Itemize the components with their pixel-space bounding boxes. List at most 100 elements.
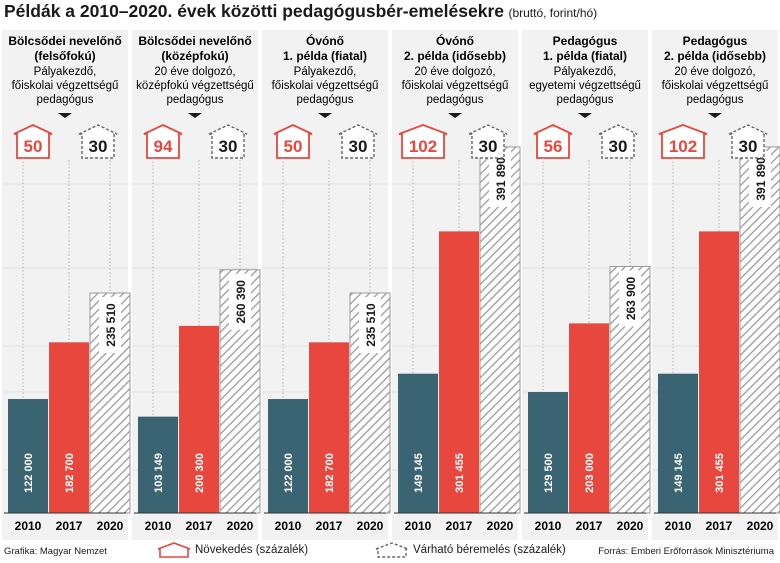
legend-raise: Várható béremelés (százalék) bbox=[375, 542, 566, 558]
value-label-2020: 260 390 bbox=[234, 280, 248, 324]
panel-desc-line-2: főiskolai végzettségű bbox=[12, 80, 119, 92]
growth-house-badge bbox=[143, 124, 183, 159]
growth-percent-value: 102 bbox=[409, 137, 437, 156]
value-label-2017: 301 455 bbox=[714, 453, 726, 493]
panel-desc-line-3: pedagógus bbox=[167, 94, 224, 106]
year-label-2010: 2010 bbox=[405, 519, 432, 533]
year-label-2010: 2010 bbox=[275, 519, 302, 533]
panel-title-line-2: (felsőfokú) bbox=[34, 49, 95, 63]
footer: Grafika: Magyar Nemzet Növekedés (százal… bbox=[0, 540, 780, 562]
year-label-2017: 2017 bbox=[446, 519, 473, 533]
raise-house-badge bbox=[338, 124, 378, 159]
bar-2010 bbox=[8, 399, 48, 513]
year-label-2017: 2017 bbox=[576, 519, 603, 533]
house-outline-dashed-icon bbox=[375, 542, 409, 558]
pointer-triangle-icon bbox=[448, 113, 462, 118]
growth-house-badge bbox=[13, 124, 53, 159]
house-outline-red-icon bbox=[157, 542, 191, 558]
bar-2010 bbox=[398, 373, 438, 513]
chart-title-block: Példák a 2010–2020. évek közötti pedagóg… bbox=[4, 1, 597, 22]
bar-2010 bbox=[528, 392, 568, 513]
value-label-2010: 149 145 bbox=[413, 453, 425, 493]
value-label-2010: 103 149 bbox=[153, 453, 165, 493]
value-label-2017: 182 700 bbox=[324, 453, 336, 493]
value-label-2020: 391 890 bbox=[754, 157, 768, 201]
raise-percent-value: 30 bbox=[89, 137, 108, 156]
raise-percent-value: 30 bbox=[739, 137, 758, 156]
year-label-2020: 2020 bbox=[97, 519, 124, 533]
bar-2017 bbox=[309, 342, 349, 513]
bar-2020 bbox=[739, 146, 780, 514]
panel-title-line-2: 1. példa (fiatal) bbox=[283, 49, 367, 63]
year-label-2017: 2017 bbox=[56, 519, 83, 533]
growth-percent-value: 102 bbox=[669, 137, 697, 156]
panel-title-line-1: Óvónő bbox=[306, 33, 344, 48]
year-label-2010: 2010 bbox=[535, 519, 562, 533]
value-label-2010: 129 500 bbox=[543, 453, 555, 493]
panel-title-line-2: 2. példa (idősebb) bbox=[664, 49, 766, 63]
bar-2017 bbox=[439, 231, 479, 513]
bar-2017 bbox=[569, 323, 609, 513]
growth-house-badge bbox=[273, 124, 313, 159]
panel-2: Bölcsődei nevelőnő(középfokú) 20 éve dolg… bbox=[132, 30, 261, 540]
panel-title-line-1: Pedagógus bbox=[553, 34, 618, 48]
growth-percent-value: 50 bbox=[284, 137, 303, 156]
bar-2010 bbox=[138, 416, 178, 513]
value-label-2020: 235 510 bbox=[104, 303, 118, 347]
year-label-2020: 2020 bbox=[227, 519, 254, 533]
raise-house-badge bbox=[728, 124, 768, 159]
raise-house-badge bbox=[208, 124, 248, 159]
legend-raise-label: Várható béremelés (százalék) bbox=[413, 544, 566, 556]
bar-2017 bbox=[179, 325, 219, 513]
chart-area: Bölcsődei nevelőnő(felsőfokú)Pályakezdő,… bbox=[2, 30, 780, 540]
growth-percent-value: 50 bbox=[24, 137, 43, 156]
panel-desc-line-1: 20 éve dolgozó, bbox=[674, 66, 755, 78]
panel-desc-line-2: főiskolai végzettségű bbox=[662, 80, 769, 92]
panel-desc-line-1: Pályakezdő, bbox=[34, 66, 97, 78]
value-label-bg bbox=[489, 150, 511, 207]
year-label-2017: 2017 bbox=[186, 519, 213, 533]
legend-growth: Növekedés (százalék) bbox=[157, 542, 308, 558]
year-label-2020: 2020 bbox=[747, 519, 774, 533]
raise-house-badge bbox=[598, 124, 638, 159]
panel-desc-line-1: 20 éve dolgozó, bbox=[154, 66, 235, 78]
panel-desc-line-2: főiskolai végzettségű bbox=[402, 80, 509, 92]
value-label-2017: 200 300 bbox=[194, 453, 206, 493]
pointer-triangle-icon bbox=[578, 113, 592, 118]
growth-house-badge bbox=[398, 124, 448, 159]
year-label-2010: 2010 bbox=[145, 519, 172, 533]
value-label-2010: 122 000 bbox=[283, 453, 295, 493]
value-label-bg bbox=[619, 270, 641, 327]
pointer-triangle-icon bbox=[318, 113, 332, 118]
panel-desc-line-3: pedagógus bbox=[687, 94, 744, 106]
chart-subtitle: (bruttó, forint/hó) bbox=[508, 6, 598, 20]
graphics-credit: Grafika: Magyar Nemzet bbox=[4, 546, 107, 557]
chart-title: Példák a 2010–2020. évek közötti pedagóg… bbox=[4, 1, 504, 21]
raise-percent-value: 30 bbox=[219, 137, 238, 156]
value-label-bg bbox=[359, 297, 381, 353]
raise-percent-value: 30 bbox=[609, 137, 628, 156]
year-label-2020: 2020 bbox=[487, 519, 514, 533]
raise-percent-value: 30 bbox=[479, 137, 498, 156]
value-label-bg bbox=[229, 273, 251, 330]
year-label-2017: 2017 bbox=[706, 519, 733, 533]
bar-2010 bbox=[658, 373, 698, 513]
year-label-2020: 2020 bbox=[617, 519, 644, 533]
panel-title-line-2: (középfokú) bbox=[161, 49, 228, 63]
raise-house-badge bbox=[78, 124, 118, 159]
value-label-bg bbox=[99, 297, 121, 353]
panel-1: Bölcsődei nevelőnő(felsőfokú) Pályakezdő,… bbox=[2, 30, 131, 540]
panel-title-line-1: Bölcsődei nevelőnő bbox=[138, 34, 251, 48]
value-label-2017: 182 700 bbox=[64, 453, 76, 493]
year-label-2017: 2017 bbox=[316, 519, 343, 533]
panel-desc-line-3: pedagógus bbox=[37, 94, 94, 106]
source-note: Forrás: Emberi Erőforrások Minisztériuma bbox=[598, 546, 774, 557]
pointer-triangle-icon bbox=[58, 113, 72, 118]
bar-2010 bbox=[268, 399, 308, 513]
pointer-triangle-icon bbox=[708, 113, 722, 118]
panel-title-line-1: Bölcsődei nevelőnő bbox=[8, 34, 121, 48]
